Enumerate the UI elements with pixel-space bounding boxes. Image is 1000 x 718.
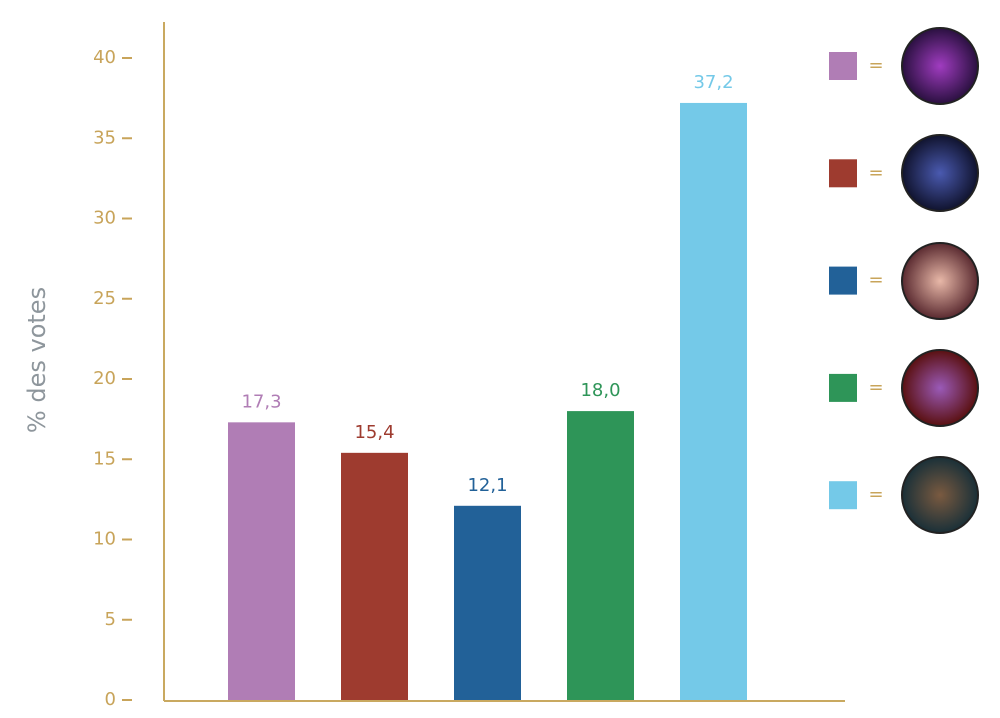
value-label: 17,3	[241, 391, 281, 412]
legend-swatch	[829, 373, 857, 402]
bar	[341, 452, 408, 700]
bar	[454, 505, 521, 700]
portrait	[901, 27, 979, 105]
y-tick-label: 5	[105, 609, 116, 630]
y-tick-label: 25	[93, 288, 116, 309]
y-tick-label: 30	[93, 208, 116, 229]
y-tick-label: 40	[93, 47, 116, 68]
legend-swatch	[829, 481, 857, 510]
y-tick-label: 10	[93, 529, 116, 550]
y-tick-label: 0	[105, 689, 116, 710]
legend-swatch	[829, 159, 857, 188]
legend-swatch	[829, 266, 857, 295]
y-tick-label: 15	[93, 448, 116, 469]
y-tick-label: 20	[93, 368, 116, 389]
legend-separator: =	[868, 162, 883, 183]
y-tick-label: 35	[93, 127, 116, 148]
portrait	[901, 456, 979, 534]
portrait	[901, 134, 979, 212]
bar	[680, 102, 747, 700]
value-label: 15,4	[354, 422, 394, 443]
legend-separator: =	[868, 377, 883, 398]
value-label: 12,1	[467, 475, 507, 496]
bar	[228, 422, 295, 700]
value-label: 18,0	[580, 380, 620, 401]
portrait	[901, 242, 979, 320]
portrait	[901, 349, 979, 427]
legend-swatch	[829, 52, 857, 80]
y-axis-label: % des votes	[23, 287, 51, 433]
legend-separator: =	[868, 270, 883, 291]
portraits	[901, 27, 979, 534]
value-label: 37,2	[693, 72, 733, 93]
legend-separator: =	[868, 484, 883, 505]
bar	[567, 411, 634, 700]
legend-separator: =	[868, 55, 883, 76]
